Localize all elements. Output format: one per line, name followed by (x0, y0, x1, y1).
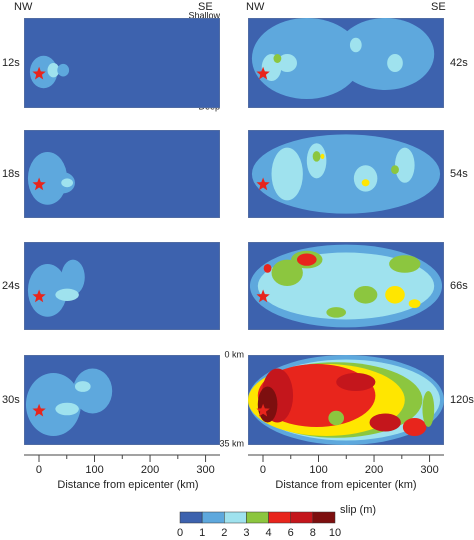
direction-label: SE (198, 1, 213, 13)
slip-patch (251, 134, 441, 214)
panel (24, 242, 220, 330)
slip-patch (389, 255, 421, 273)
colorbar-swatch (312, 511, 336, 524)
time-label: 54s (450, 168, 468, 180)
slip-patch (27, 264, 68, 317)
colorbar-swatch (246, 511, 269, 524)
colorbar-swatch (268, 511, 291, 524)
depth-label: 35 km (219, 438, 244, 448)
slip-patch (385, 286, 405, 304)
x-tick-label: 0 (36, 464, 42, 476)
slip-patch (61, 259, 85, 295)
slip-patch (47, 62, 60, 78)
colorbar-tick-label: 4 (266, 527, 272, 539)
panel (24, 18, 220, 108)
slip-patch (353, 165, 378, 192)
slip-patch (328, 410, 345, 426)
depth-label: 0 km (224, 349, 244, 359)
panel (248, 18, 444, 108)
slip-patch (361, 179, 370, 187)
epicenter-star (32, 403, 46, 417)
slip-patch (391, 165, 399, 175)
slip-patch (57, 63, 70, 77)
slip-patch (74, 381, 91, 392)
colorbar-label: slip (m) (340, 504, 376, 516)
x-tick-label: 0 (260, 464, 266, 476)
slip-patch (251, 18, 362, 99)
direction-label: SE (431, 1, 446, 13)
panel (24, 130, 220, 218)
slip-patch (349, 37, 362, 53)
time-label: 24s (2, 280, 20, 292)
colorbar-tick-label: 6 (288, 527, 294, 539)
colorbar-tick-label: 2 (221, 527, 227, 539)
x-tick-label: 200 (141, 464, 159, 476)
slip-patch (271, 259, 303, 286)
slip-patch (387, 54, 403, 72)
slip-patch (336, 373, 376, 391)
slip-patch (422, 391, 435, 427)
x-tick-label: 100 (309, 464, 327, 476)
x-axis-label: Distance from epicenter (km) (275, 479, 416, 491)
x-axis-label: Distance from epicenter (km) (57, 479, 198, 491)
colorbar-tick-label: 8 (310, 527, 316, 539)
slip-patch (55, 288, 79, 301)
slip-patch (271, 147, 303, 201)
time-label: 66s (450, 280, 468, 292)
slip-patch (408, 299, 421, 308)
slip-patch (61, 178, 73, 188)
time-label: 12s (2, 57, 20, 69)
panel (248, 242, 444, 330)
slip-patch (336, 18, 435, 90)
slip-patch (73, 368, 113, 414)
colorbar-tick-label: 10 (329, 527, 341, 539)
direction-label: NW (14, 1, 33, 13)
colorbar-swatch (224, 511, 247, 524)
colorbar-swatch (201, 511, 225, 524)
time-label: 120s (450, 394, 474, 406)
colorbar-swatch (290, 511, 314, 524)
x-tick-label: 100 (85, 464, 103, 476)
slip-patch (320, 153, 325, 160)
slip-patch (257, 386, 278, 423)
colorbar-tick-label: 1 (199, 527, 205, 539)
colorbar-tick-label: 0 (177, 527, 183, 539)
epicenter-star (32, 289, 46, 303)
depth-label: Shallow (188, 10, 220, 20)
slip-patch (263, 264, 272, 273)
panel-bg (24, 18, 220, 108)
colorbar-swatch (179, 511, 203, 524)
slip-patch (395, 147, 415, 183)
slip-patch (55, 402, 79, 416)
direction-label: NW (246, 1, 265, 13)
slip-patch (402, 418, 427, 436)
epicenter-star (256, 66, 270, 80)
slip-patch (369, 413, 401, 432)
epicenter-star (256, 289, 270, 303)
slip-patch (25, 373, 81, 436)
panel (24, 355, 220, 445)
slip-patch (273, 54, 282, 63)
slip-patch (353, 286, 378, 304)
time-label: 42s (450, 57, 468, 69)
colorbar-tick-label: 3 (243, 527, 249, 539)
time-label: 18s (2, 168, 20, 180)
epicenter-star (32, 177, 46, 191)
panel (248, 130, 444, 218)
time-label: 30s (2, 394, 20, 406)
epicenter-star (32, 66, 46, 80)
slip-patch (277, 54, 298, 72)
epicenter-star (256, 177, 270, 191)
slip-patch (312, 151, 321, 162)
x-tick-label: 200 (365, 464, 383, 476)
panel (248, 355, 444, 445)
slip-patch (297, 253, 317, 266)
epicenter-star (256, 403, 270, 417)
x-tick-label: 300 (420, 464, 438, 476)
x-tick-label: 300 (196, 464, 214, 476)
slip-patch (326, 307, 347, 318)
